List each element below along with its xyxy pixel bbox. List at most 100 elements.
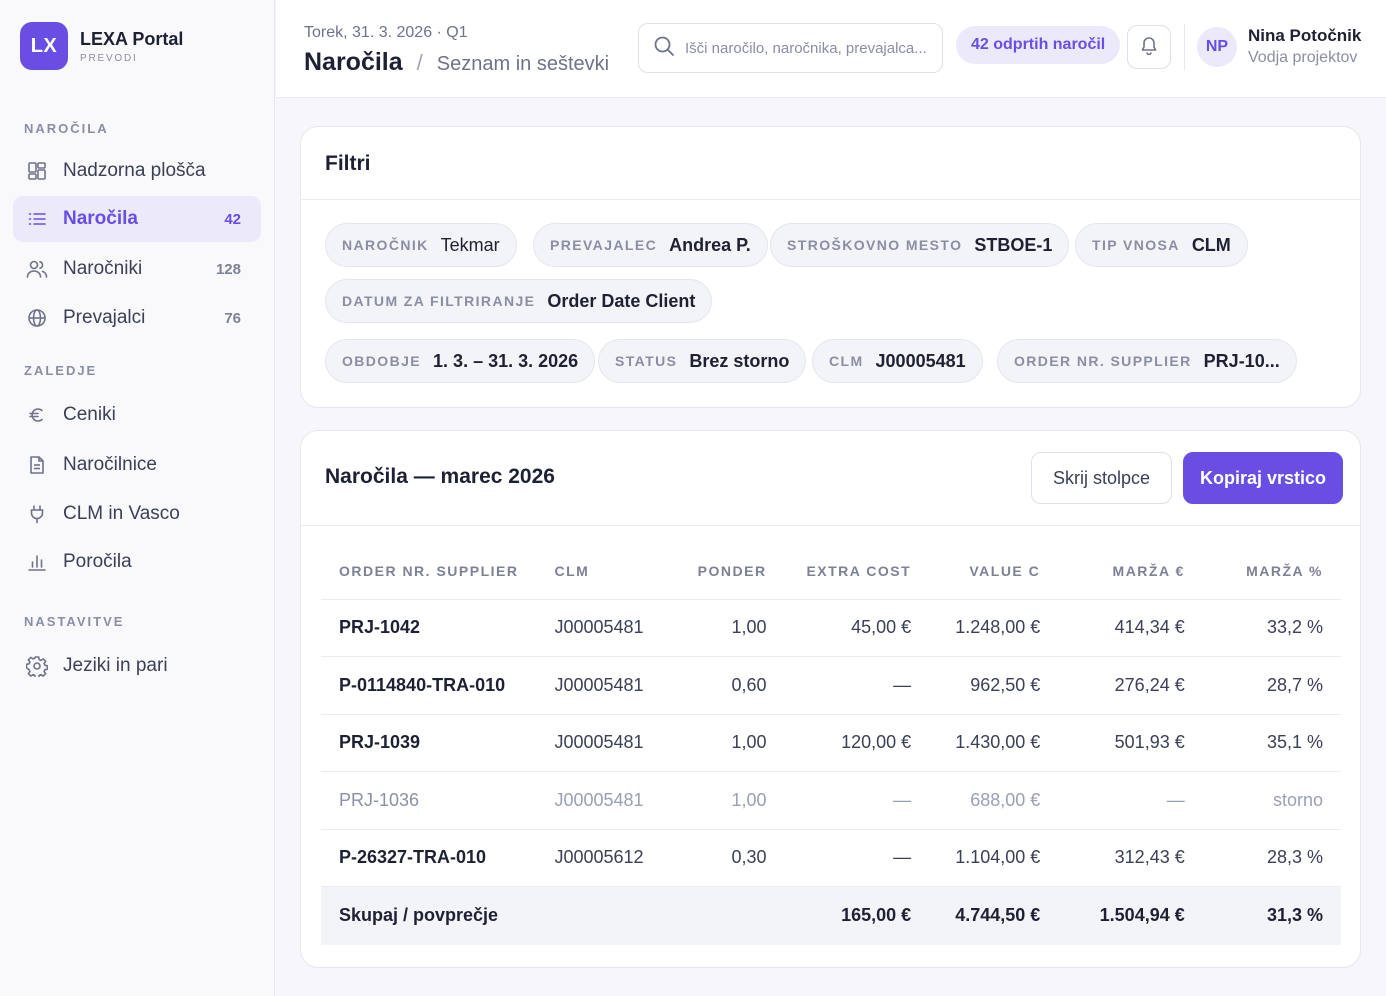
sidebar-item-label: CLM in Vasco xyxy=(63,503,180,524)
cell-ponder: 1,00 xyxy=(661,599,785,657)
chip-key: STROŠKOVNO MESTO xyxy=(787,237,963,253)
cell-ponder: 0,30 xyxy=(661,829,785,887)
column-header[interactable]: MARŽA € xyxy=(1058,543,1203,600)
table-total-row: Skupaj / povprečje 165,00 € 4.744,50 € 1… xyxy=(321,886,1341,945)
chip-value: STBOE-1 xyxy=(974,234,1053,255)
copy-row-button[interactable]: Kopiraj vrstico xyxy=(1183,452,1343,504)
search-input[interactable] xyxy=(685,39,930,57)
table-header-row: ORDER NR. SUPPLIER CLM PONDER EXTRA COST… xyxy=(321,543,1341,600)
orders-card: Naročila — marec 2026 Skrij stolpce Kopi… xyxy=(300,430,1361,968)
search-box[interactable] xyxy=(638,23,943,73)
page-subtitle: Seznam in seštevki xyxy=(436,53,610,75)
total-marza-pct: 31,3 % xyxy=(1202,886,1341,945)
section-label-narocila: NAROČILA xyxy=(24,121,109,136)
sidebar-item-nadzorna-plosca[interactable]: Nadzorna plošča xyxy=(13,148,261,194)
filter-chip-narocnik[interactable]: NAROČNIK Tekmar xyxy=(325,223,517,267)
sidebar-item-label: Naročilnice xyxy=(63,454,157,475)
cell-clm: J00005481 xyxy=(536,714,662,772)
cell-value: 962,50 € xyxy=(929,656,1059,715)
sidebar-item-porocila[interactable]: Poročila xyxy=(13,539,261,585)
total-marza-eur: 1.504,94 € xyxy=(1058,886,1203,945)
sidebar-item-narocila[interactable]: Naročila 42 xyxy=(13,196,261,242)
chip-value: Brez storno xyxy=(689,350,790,371)
chip-key: STATUS xyxy=(615,353,678,369)
column-header[interactable]: PONDER xyxy=(661,543,785,600)
cell-marza-pct: 33,2 % xyxy=(1202,599,1341,657)
sidebar-item-label: Jeziki in pari xyxy=(63,655,168,676)
app-name: LEXA Portal xyxy=(80,28,184,49)
filter-chip-prevajalec[interactable]: PREVAJALEC Andrea P. xyxy=(533,223,768,267)
filter-chip-clm[interactable]: CLM J00005481 xyxy=(812,339,983,383)
cell-clm: J00005481 xyxy=(536,599,662,657)
sidebar-item-count: 42 xyxy=(224,210,241,228)
chip-key: CLM xyxy=(829,353,864,369)
hide-columns-button[interactable]: Skrij stolpce xyxy=(1031,452,1172,504)
users-icon xyxy=(25,257,49,281)
avatar[interactable]: NP xyxy=(1197,27,1237,67)
page-title: Naročila xyxy=(304,48,403,76)
bar-chart-icon xyxy=(25,550,49,574)
cell-order: PRJ-1036 xyxy=(321,771,537,830)
filter-chip-status[interactable]: STATUS Brez storno xyxy=(598,339,807,383)
sidebar-item-label: Nadzorna plošča xyxy=(63,160,206,181)
table-row[interactable]: PRJ-1042 J00005481 1,00 45,00 € 1.248,00… xyxy=(321,599,1341,657)
sidebar-item-count: 76 xyxy=(224,309,241,327)
cell-ponder: 0,60 xyxy=(661,656,785,715)
filters-card: Filtri NAROČNIK Tekmar PREVAJALEC Andrea… xyxy=(300,126,1361,408)
table-row[interactable]: P-0114840-TRA-010 J00005481 0,60 — 962,5… xyxy=(321,656,1341,715)
sidebar-item-ceniki[interactable]: Ceniki xyxy=(13,392,261,438)
cell-value: 1.430,00 € xyxy=(929,714,1059,772)
sidebar-item-label: Naročila xyxy=(63,208,138,229)
bell-icon xyxy=(1139,35,1159,60)
cell-ponder: 1,00 xyxy=(661,771,785,830)
cell-order: P-26327-TRA-010 xyxy=(321,829,537,887)
chip-key: TIP VNOSA xyxy=(1092,237,1180,253)
sidebar-item-narocilnice[interactable]: Naročilnice xyxy=(13,442,261,488)
sidebar-item-prevajalci[interactable]: Prevajalci 76 xyxy=(13,295,261,341)
filter-chip-tip-vnosa[interactable]: TIP VNOSA CLM xyxy=(1075,223,1248,267)
app-logo: LX xyxy=(20,22,68,70)
column-header[interactable]: ORDER NR. SUPPLIER xyxy=(321,543,537,600)
breadcrumb: Naročila / Seznam in seštevki xyxy=(304,48,609,77)
cell-marza-eur: 312,43 € xyxy=(1058,829,1203,887)
sidebar-item-jeziki-pari[interactable]: Jeziki in pari xyxy=(13,643,261,689)
orders-title: Naročila — marec 2026 xyxy=(325,465,555,488)
open-orders-badge[interactable]: 42 odprtih naročil xyxy=(956,26,1121,64)
euro-icon xyxy=(25,403,49,427)
document-icon xyxy=(25,453,49,477)
cell-order: PRJ-1042 xyxy=(321,599,537,657)
chip-value: Order Date Client xyxy=(547,290,696,311)
cell-marza-eur: 501,93 € xyxy=(1058,714,1203,772)
chip-key: OBDOBJE xyxy=(342,353,422,369)
column-header[interactable]: EXTRA COST xyxy=(784,543,930,600)
notifications-button[interactable] xyxy=(1127,25,1171,69)
sidebar-item-label: Prevajalci xyxy=(63,307,146,328)
orders-table: ORDER NR. SUPPLIER CLM PONDER EXTRA COST… xyxy=(321,543,1341,945)
filter-chip-datum[interactable]: DATUM ZA FILTRIRANJE Order Date Client xyxy=(325,279,713,323)
column-header[interactable]: VALUE C xyxy=(929,543,1059,600)
filter-chip-obdobje[interactable]: OBDOBJE 1. 3. – 31. 3. 2026 xyxy=(325,339,596,383)
column-header[interactable]: MARŽA % xyxy=(1202,543,1341,600)
cell-marza-pct: 35,1 % xyxy=(1202,714,1341,772)
sidebar-item-narocniki[interactable]: Naročniki 128 xyxy=(13,246,261,292)
plug-icon xyxy=(25,502,49,526)
sidebar-item-clm-vasco[interactable]: CLM in Vasco xyxy=(13,491,261,537)
filter-chip-strosnovno-mesto[interactable]: STROŠKOVNO MESTO STBOE-1 xyxy=(770,223,1070,267)
cell-ponder: 1,00 xyxy=(661,714,785,772)
filters-title: Filtri xyxy=(325,152,371,175)
cell-order: P-0114840-TRA-010 xyxy=(321,656,537,715)
table-row-storno[interactable]: PRJ-1036 J00005481 1,00 — 688,00 € — sto… xyxy=(321,771,1341,830)
chip-key: DATUM ZA FILTRIRANJE xyxy=(342,293,536,309)
filter-chip-order-nr-supplier[interactable]: ORDER NR. SUPPLIER PRJ-10... xyxy=(997,339,1297,383)
brand[interactable]: LX LEXA Portal PREVODI xyxy=(20,22,183,70)
total-label: Skupaj / povprečje xyxy=(321,886,785,945)
chip-key: NAROČNIK xyxy=(342,237,429,253)
column-header[interactable]: CLM xyxy=(536,543,662,600)
chip-value: CLM xyxy=(1191,234,1231,255)
card-divider xyxy=(301,199,1360,200)
table-row[interactable]: P-26327-TRA-010 J00005612 0,30 — 1.104,0… xyxy=(321,829,1341,887)
chip-value: Tekmar xyxy=(440,234,500,255)
cell-clm: J00005481 xyxy=(536,656,662,715)
table-row[interactable]: PRJ-1039 J00005481 1,00 120,00 € 1.430,0… xyxy=(321,714,1341,772)
gear-icon xyxy=(25,654,49,678)
